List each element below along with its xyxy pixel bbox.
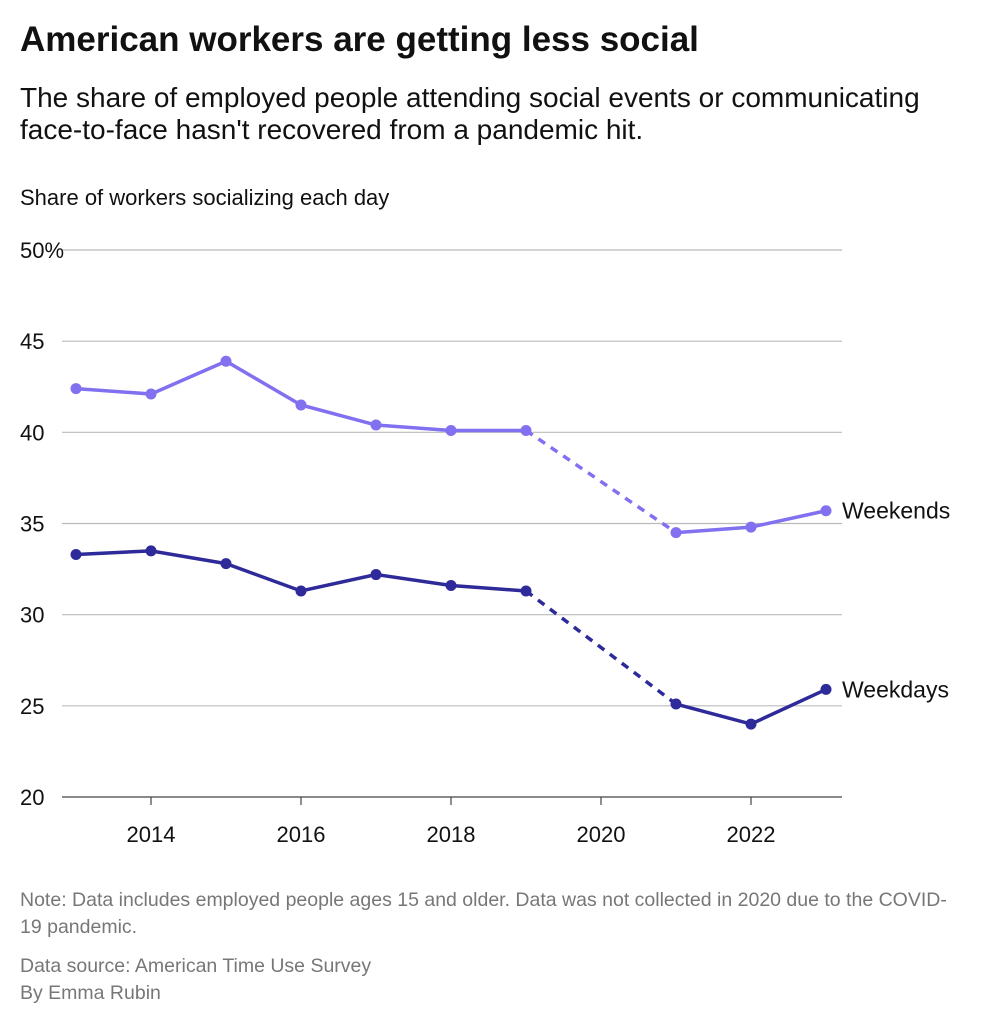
data-point — [745, 718, 757, 730]
x-tick-label: 2016 — [277, 822, 326, 847]
x-tick-label: 2020 — [577, 822, 626, 847]
data-point — [745, 521, 757, 533]
data-point — [820, 683, 832, 695]
series-label: Weekdays — [842, 676, 949, 702]
series-line-weekdays — [75, 549, 527, 593]
y-tick-label: 40 — [20, 420, 44, 445]
series-line-weekends — [75, 359, 526, 433]
data-point — [145, 545, 157, 557]
data-point — [670, 698, 682, 710]
series-gap-dashed-line — [525, 429, 677, 535]
series-label: Weekends — [842, 498, 950, 524]
data-point — [520, 425, 532, 437]
data-point — [445, 425, 457, 437]
data-point — [370, 569, 382, 581]
data-source: Data source: American Time Use Survey — [20, 955, 372, 977]
footnote: Note: Data includes employed people ages… — [20, 889, 947, 938]
data-point — [670, 527, 682, 539]
y-tick-label: 50% — [20, 238, 64, 263]
x-tick-label: 2022 — [727, 822, 776, 847]
data-point — [820, 505, 832, 517]
data-point — [295, 399, 307, 411]
y-tick-label: 20 — [20, 785, 44, 810]
y-tick-label: 30 — [20, 603, 44, 628]
data-point — [145, 388, 157, 400]
y-tick-label: 45 — [20, 329, 44, 354]
data-point — [295, 585, 307, 597]
x-tick-label: 2018 — [427, 822, 476, 847]
data-point — [70, 383, 82, 395]
series-gap-dashed-line — [524, 589, 678, 706]
chart-title: American workers are getting less social — [20, 20, 699, 59]
chart-subtitle: The share of employed people attending s… — [20, 82, 920, 145]
data-point — [70, 548, 82, 560]
y-axis-label: Share of workers socializing each day — [20, 185, 390, 210]
data-point — [220, 558, 232, 570]
data-point — [520, 585, 532, 597]
byline: By Emma Rubin — [20, 982, 161, 1004]
data-point — [220, 355, 232, 367]
data-point — [445, 579, 457, 591]
y-tick-label: 35 — [20, 512, 44, 537]
data-point — [370, 419, 382, 431]
x-tick-label: 2014 — [127, 822, 176, 847]
y-tick-label: 25 — [20, 694, 44, 719]
